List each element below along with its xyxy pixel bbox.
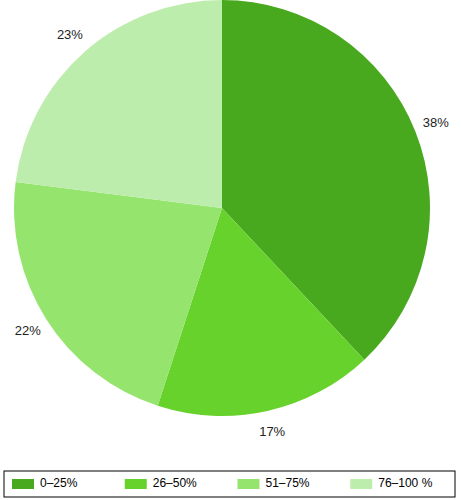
data-label: 23% bbox=[57, 27, 83, 42]
data-label: 22% bbox=[15, 323, 41, 338]
legend-item: 76–100 % bbox=[350, 476, 432, 490]
legend-label: 26–50% bbox=[153, 476, 197, 490]
data-label: 17% bbox=[259, 424, 285, 439]
legend-swatch bbox=[125, 479, 147, 489]
data-labels: 38% 17% 22% 23% bbox=[15, 27, 450, 439]
legend-item: 26–50% bbox=[125, 476, 197, 490]
chart: 38% 17% 22% 23% 0–25% 26–50% 51–75% 76–100 % bbox=[0, 0, 461, 500]
data-label: 38% bbox=[423, 115, 449, 130]
legend-item: 51–75% bbox=[238, 476, 310, 490]
legend-swatch bbox=[12, 479, 34, 489]
legend-label: 76–100 % bbox=[378, 476, 432, 490]
legend-frame bbox=[4, 471, 455, 497]
legend-swatch bbox=[238, 479, 260, 489]
legend-item: 0–25% bbox=[12, 476, 78, 490]
pie-slice bbox=[16, 0, 222, 208]
legend-label: 0–25% bbox=[40, 476, 78, 490]
legend: 0–25% 26–50% 51–75% 76–100 % bbox=[4, 471, 455, 497]
pie bbox=[14, 0, 430, 416]
legend-label: 51–75% bbox=[266, 476, 310, 490]
legend-swatch bbox=[350, 479, 372, 489]
pie-slice bbox=[14, 182, 222, 406]
